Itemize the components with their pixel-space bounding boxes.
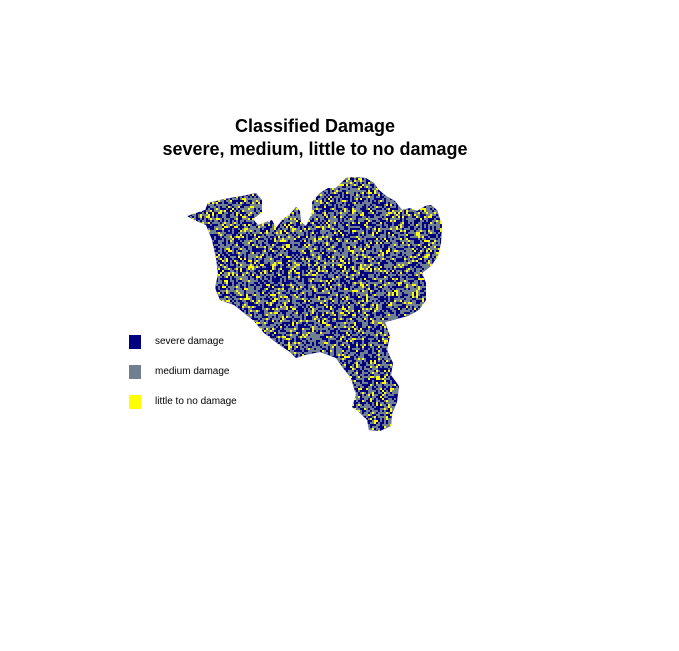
legend-label-severe: severe damage bbox=[155, 336, 224, 347]
legend-swatch-severe bbox=[129, 335, 141, 349]
legend-label-little: little to no damage bbox=[155, 396, 237, 407]
map-subtitle: severe, medium, little to no damage bbox=[162, 139, 468, 159]
legend-swatch-little bbox=[129, 395, 141, 409]
legend-label-medium: medium damage bbox=[155, 366, 230, 377]
legend-swatch-medium bbox=[129, 365, 141, 379]
map-title: Classified Damage bbox=[234, 116, 396, 136]
